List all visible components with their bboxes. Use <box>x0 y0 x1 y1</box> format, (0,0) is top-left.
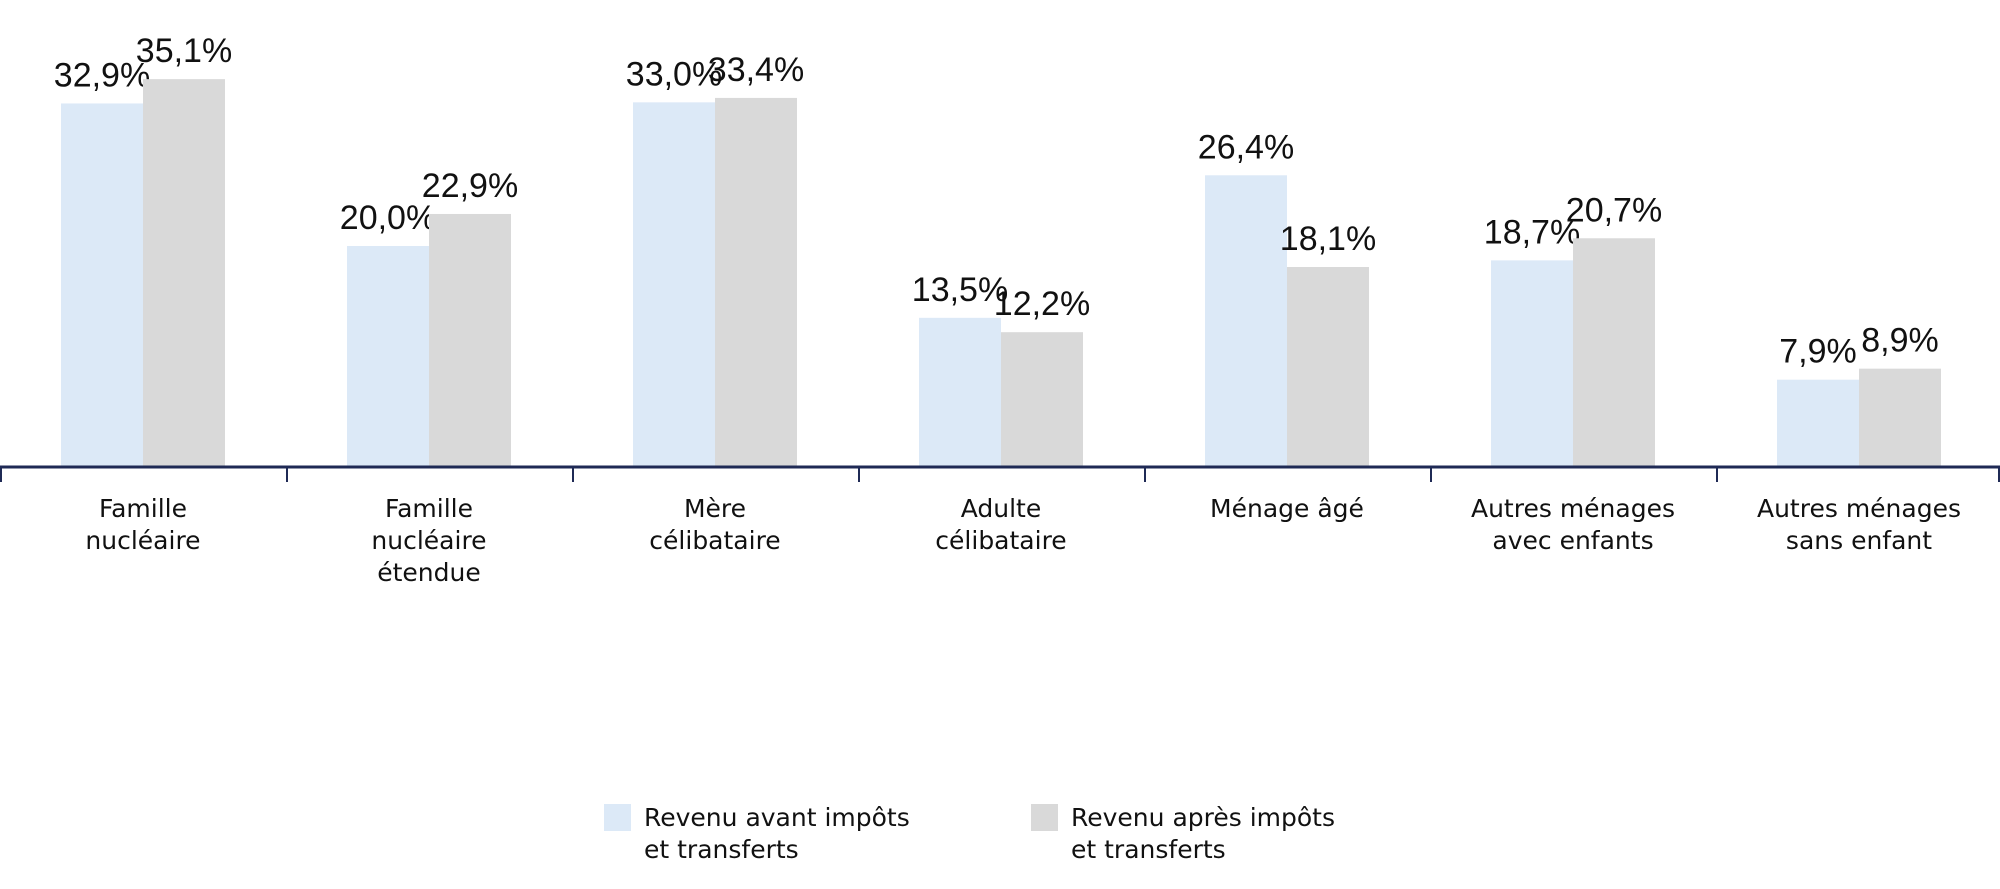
data-label-s1-c3: 33,0% <box>626 55 722 93</box>
bar-s2-c3 <box>715 97 797 468</box>
bar-s1-c4 <box>919 317 1001 467</box>
data-label-s2-c4: 12,2% <box>994 285 1090 323</box>
bar-s2-c4 <box>1001 332 1083 467</box>
bar-s1-c7 <box>1777 379 1859 467</box>
bar-s1-c5 <box>1205 175 1287 467</box>
data-label-s1-c5: 26,4% <box>1198 128 1294 166</box>
bar-s2-c2 <box>429 213 511 467</box>
data-label-s1-c2: 20,0% <box>340 199 436 237</box>
category-label-1: Famille nucléaire <box>85 494 200 555</box>
data-label-s2-c5: 18,1% <box>1280 220 1376 258</box>
category-label-4: Adulte célibataire <box>935 494 1066 555</box>
data-label-s1-c7: 7,9% <box>1779 333 1857 371</box>
legend-label-2: Revenu après impôts et transferts <box>1071 803 1335 864</box>
bar-s1-c1 <box>61 103 143 467</box>
category-label-5: Ménage âgé <box>1210 494 1364 523</box>
data-label-s2-c1: 35,1% <box>136 32 232 70</box>
category-label-3: Mère célibataire <box>649 494 780 555</box>
bar-s2-c6 <box>1573 238 1655 467</box>
data-label-s2-c2: 22,9% <box>422 167 518 205</box>
bar-s2-c7 <box>1859 368 1941 467</box>
data-label-s2-c6: 20,7% <box>1566 191 1662 229</box>
bar-s1-c2 <box>347 246 429 467</box>
data-label-s1-c1: 32,9% <box>54 56 150 94</box>
bar-s2-c5 <box>1287 266 1369 467</box>
data-label-s2-c3: 33,4% <box>708 51 804 89</box>
data-label-s1-c6: 18,7% <box>1484 213 1580 251</box>
category-label-6: Autres ménages avec enfants <box>1471 494 1675 555</box>
data-label-s2-c7: 8,9% <box>1861 322 1939 360</box>
legend-swatch-1 <box>604 804 631 831</box>
bar-s1-c3 <box>633 102 715 467</box>
legend-label-1: Revenu avant impôts et transferts <box>644 803 910 864</box>
category-label-7: Autres ménages sans enfant <box>1757 494 1961 555</box>
data-label-s1-c4: 13,5% <box>912 271 1008 309</box>
bar-s1-c6 <box>1491 260 1573 467</box>
bar-s2-c1 <box>143 79 225 468</box>
legend-swatch-2 <box>1031 804 1058 831</box>
category-label-2: Famille nucléaire étendue <box>371 494 486 587</box>
